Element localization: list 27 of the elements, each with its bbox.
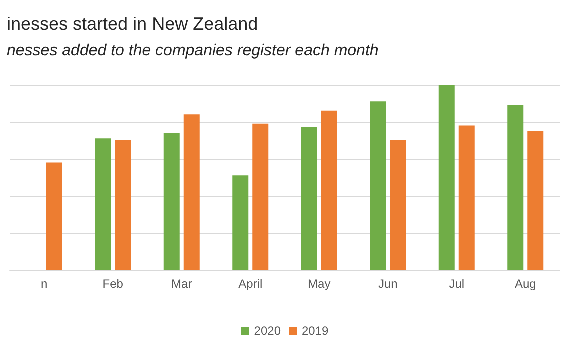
x-tick-label: Feb	[102, 277, 124, 291]
bar	[458, 126, 475, 270]
bar	[252, 124, 269, 270]
bar	[232, 176, 249, 270]
chart-title: inesses started in New Zealand	[7, 14, 258, 34]
bar	[438, 85, 455, 270]
bar	[528, 131, 544, 270]
bar	[95, 138, 112, 270]
legend-label: 2019	[302, 324, 330, 338]
bar	[321, 110, 338, 270]
bar	[390, 140, 406, 270]
bar	[164, 133, 180, 270]
x-tick-label: n	[41, 277, 48, 291]
x-tick-label: Mar	[172, 277, 192, 291]
bar	[46, 162, 62, 270]
bar	[115, 140, 132, 270]
x-tick-label: Aug	[514, 277, 536, 291]
x-tick-label: April	[238, 277, 263, 291]
x-tick-label: Jun	[378, 277, 398, 291]
bar	[370, 102, 386, 270]
legend-label: 2020	[254, 324, 282, 338]
x-tick-label: Jul	[449, 277, 465, 291]
bar	[184, 114, 200, 270]
chart-subtitle: nesses added to the companies register each month	[7, 42, 379, 60]
x-tick-label: May	[308, 277, 331, 291]
bar	[301, 128, 318, 270]
bar	[508, 105, 524, 270]
